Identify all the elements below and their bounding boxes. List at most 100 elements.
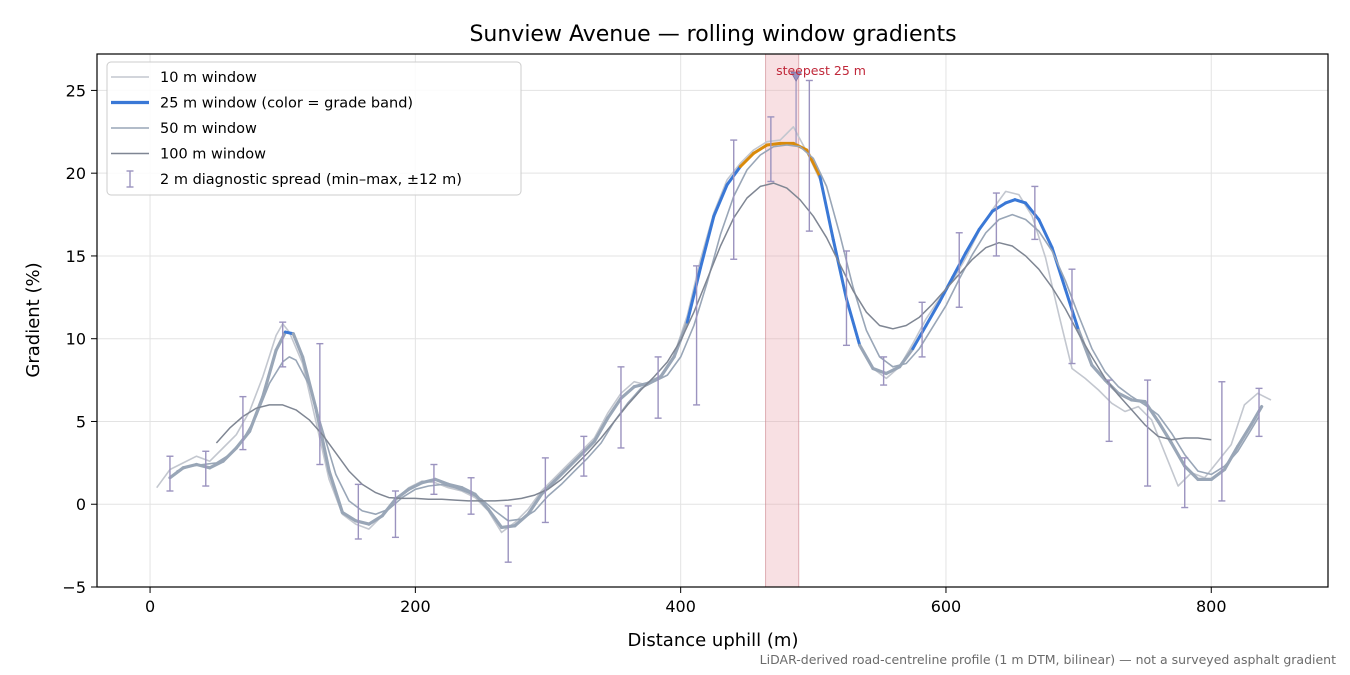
diagnostic-errorbar bbox=[880, 356, 888, 386]
x-tick-label: 600 bbox=[931, 597, 962, 616]
series-25m-segment bbox=[340, 510, 358, 523]
series-25m-segment bbox=[1024, 201, 1041, 222]
series-25m-segment bbox=[1169, 441, 1187, 468]
marker-layer: steepest 25 m bbox=[776, 63, 866, 144]
diagnostic-errorbar bbox=[617, 366, 625, 449]
x-tick-label: 0 bbox=[145, 597, 155, 616]
diagnostic-errorbar bbox=[955, 232, 963, 308]
y-tick-label: 20 bbox=[66, 164, 86, 183]
diagnostic-errorbar bbox=[1255, 387, 1263, 438]
series-25m-segment bbox=[685, 266, 703, 324]
diagnostic-errorbar bbox=[279, 321, 287, 368]
series-25m-segment bbox=[1249, 404, 1264, 427]
series-25m-segment bbox=[539, 479, 557, 496]
series-25m-segment bbox=[619, 385, 636, 400]
x-tick-label: 200 bbox=[400, 597, 431, 616]
diagnostic-errorbar bbox=[580, 435, 588, 477]
steepest-marker-icon bbox=[790, 71, 802, 82]
legend-entry: 10 m window bbox=[111, 70, 257, 86]
series-25m-segment bbox=[818, 174, 835, 241]
legend-entry: 25 m window (color = grade band) bbox=[111, 96, 413, 112]
y-tick-label: 5 bbox=[76, 412, 86, 431]
series-25m-segment bbox=[1183, 464, 1200, 482]
series-25m-segment bbox=[858, 343, 875, 371]
series-25m-segment bbox=[291, 332, 305, 359]
series-25m-segment bbox=[380, 497, 398, 518]
y-tick-label: 25 bbox=[66, 81, 86, 100]
series-25m-segment bbox=[990, 201, 1008, 213]
series-25m-segment bbox=[486, 507, 504, 530]
diagnostic-errorbar bbox=[1144, 379, 1152, 487]
series-25m-segment bbox=[592, 416, 610, 443]
diagnostic-errorbar bbox=[918, 301, 926, 358]
legend-label: 100 m window bbox=[160, 147, 266, 163]
diagnostic-errorbar bbox=[504, 505, 512, 563]
series-25m-segment bbox=[460, 486, 477, 496]
series-25m-segment bbox=[433, 477, 451, 486]
series-25m-segment bbox=[911, 323, 928, 351]
diagnostic-errorbar bbox=[430, 463, 438, 496]
legend-entry: 100 m window bbox=[111, 147, 266, 163]
series-25m-segment bbox=[274, 330, 287, 352]
diagnostic-errorbar bbox=[654, 356, 662, 419]
series-25m-segment bbox=[1236, 423, 1253, 448]
series-25m-segment bbox=[844, 297, 862, 347]
series-25m-segment bbox=[526, 492, 543, 516]
series-25m-segment bbox=[765, 141, 782, 147]
steepest-annotation: steepest 25 m bbox=[776, 63, 866, 78]
diagnostic-errorbar bbox=[730, 139, 738, 260]
series-25m-segment bbox=[606, 396, 623, 420]
diagnostic-errorbar bbox=[805, 79, 813, 232]
series-25m-segment bbox=[314, 406, 331, 473]
series-25m-segment bbox=[407, 481, 424, 491]
series-25m-segment bbox=[831, 237, 848, 301]
series-25m-segment bbox=[699, 214, 716, 270]
legend-label: 50 m window bbox=[160, 121, 257, 137]
legend: 10 m window 25 m window (color = grade ba… bbox=[106, 61, 522, 196]
diagnostic-errorbar bbox=[1218, 381, 1226, 502]
axis-ticks: 0 200 400 600 800 −5 0 5 10 15 20 25 bbox=[62, 81, 1226, 616]
series-layer bbox=[156, 79, 1272, 563]
diagnostic-errorbar bbox=[1031, 185, 1039, 241]
diagnostic-errorbar bbox=[693, 265, 701, 406]
series-50m-line bbox=[176, 144, 1260, 522]
diagnostic-errorbar bbox=[992, 192, 1000, 257]
series-25m-segment bbox=[261, 348, 278, 399]
series-25m-segment bbox=[884, 365, 902, 376]
legend-entry: 2 m diagnostic spread (min–max, ±12 m) bbox=[126, 170, 462, 188]
series-25m-segment bbox=[1116, 391, 1134, 402]
footnote: LiDAR-derived road-centreline profile (1… bbox=[760, 652, 1336, 667]
x-axis-label: Distance uphill (m) bbox=[628, 630, 799, 651]
y-tick-label: 15 bbox=[66, 247, 86, 266]
legend-label: 25 m window (color = grade band) bbox=[160, 96, 413, 112]
series-25m-segment bbox=[924, 300, 941, 327]
diagnostic-errorbar bbox=[467, 477, 475, 515]
diagnostic-errorbar bbox=[1105, 379, 1113, 443]
series-25m-segment bbox=[446, 482, 464, 490]
series-25m-segment bbox=[1004, 198, 1017, 205]
series-25m-segment bbox=[553, 466, 570, 483]
diagnostic-errorbar bbox=[354, 483, 362, 540]
series-25m-segment bbox=[208, 459, 225, 470]
diagnostic-errorbar bbox=[541, 457, 549, 524]
diagnostic-errorbar bbox=[1181, 457, 1189, 509]
series-25m-segment bbox=[566, 452, 583, 470]
diagnostic-errorbar bbox=[239, 395, 247, 451]
series-25m-segment bbox=[712, 183, 729, 218]
series-25m-segment bbox=[420, 477, 437, 485]
series-25m-segment bbox=[327, 469, 345, 515]
diagnostic-errorbar bbox=[202, 450, 210, 487]
series-25m-segment bbox=[752, 143, 769, 155]
x-tick-label: 400 bbox=[665, 597, 696, 616]
series-25m-segment bbox=[367, 514, 384, 526]
y-tick-label: 0 bbox=[76, 495, 86, 514]
y-tick-label: −5 bbox=[62, 578, 86, 597]
series-25m-segment bbox=[964, 227, 981, 255]
y-axis-label: Gradient (%) bbox=[23, 262, 44, 377]
y-tick-label: 10 bbox=[66, 330, 86, 349]
series-25m-segment bbox=[659, 355, 676, 379]
series-100m-line bbox=[215, 182, 1212, 502]
chart-title: Sunview Avenue — rolling window gradient… bbox=[469, 22, 956, 47]
series-25m-segment bbox=[977, 209, 994, 231]
